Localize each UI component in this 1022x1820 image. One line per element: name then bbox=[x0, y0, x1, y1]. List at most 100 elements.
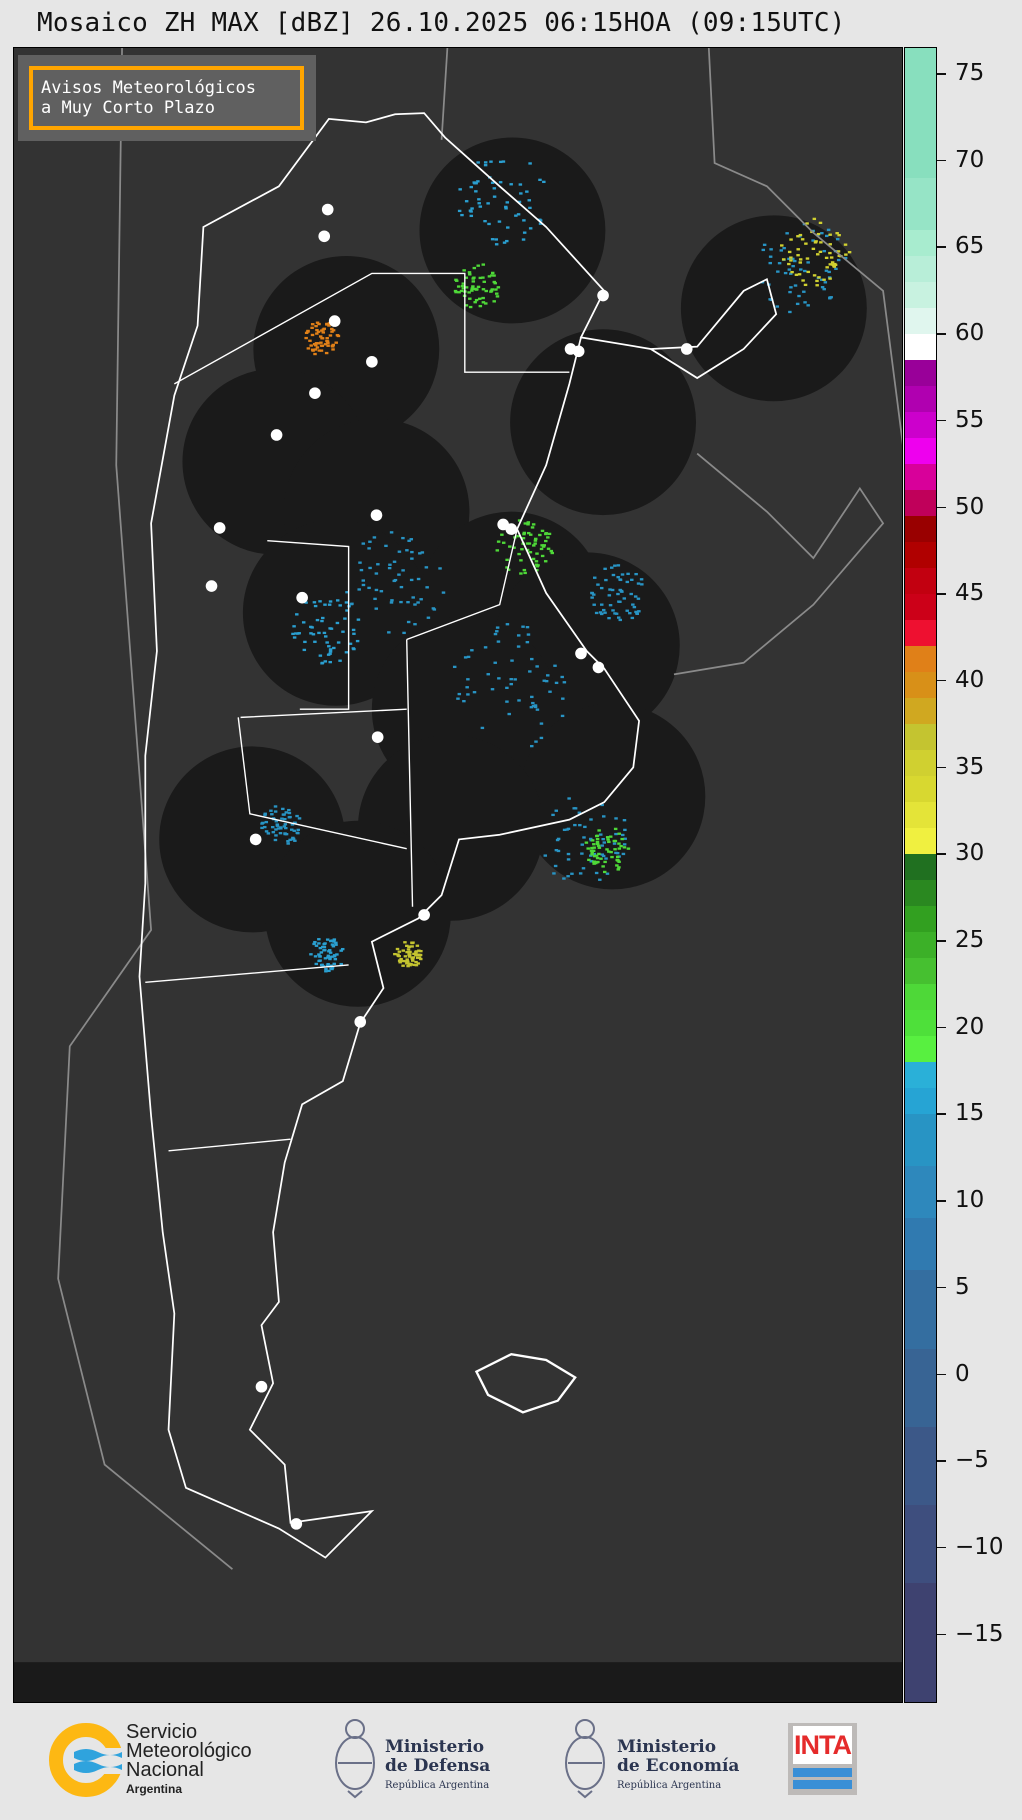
radar-echo bbox=[312, 601, 317, 604]
radar-echo bbox=[323, 660, 328, 663]
radar-echo bbox=[332, 646, 336, 650]
radar-echo bbox=[787, 268, 792, 271]
radar-echo bbox=[580, 852, 584, 855]
radar-echo bbox=[805, 222, 809, 225]
radar-echo bbox=[548, 690, 552, 693]
radar-echo bbox=[343, 617, 347, 620]
radar-echo bbox=[480, 726, 485, 730]
radar-echo bbox=[597, 829, 601, 832]
radar-echo bbox=[303, 640, 307, 644]
radar-echo bbox=[789, 256, 793, 259]
radar-echo bbox=[405, 962, 409, 965]
radar-echo bbox=[482, 280, 486, 283]
radar-echo bbox=[566, 875, 570, 878]
radar-echo bbox=[473, 287, 477, 291]
radar-echo bbox=[322, 631, 327, 635]
radar-echo bbox=[522, 219, 526, 222]
radar-echo bbox=[489, 160, 493, 163]
radar-echo bbox=[815, 279, 819, 283]
radar-echo bbox=[830, 261, 835, 264]
colorbar-tick bbox=[937, 246, 946, 248]
colorbar-band bbox=[905, 802, 936, 829]
radar-echo bbox=[313, 955, 318, 958]
radar-echo bbox=[589, 859, 594, 863]
radar-echo bbox=[520, 548, 524, 551]
radar-echo bbox=[780, 244, 784, 247]
radar-echo bbox=[535, 665, 539, 668]
radar-site-dot bbox=[296, 591, 308, 604]
radar-echo bbox=[270, 813, 274, 816]
radar-echo bbox=[777, 262, 782, 265]
radar-echo bbox=[494, 243, 499, 246]
radar-echo bbox=[349, 602, 354, 606]
radar-site-dot bbox=[321, 203, 334, 216]
radar-echo bbox=[787, 262, 791, 266]
radar-echo bbox=[264, 830, 269, 833]
colorbar-tick bbox=[937, 1373, 946, 1376]
radar-echo bbox=[836, 258, 841, 262]
radar-echo bbox=[359, 568, 364, 572]
radar-echo bbox=[535, 568, 539, 572]
radar-echo bbox=[280, 817, 284, 820]
radar-echo bbox=[595, 842, 600, 846]
radar-echo bbox=[317, 953, 321, 956]
radar-echo bbox=[452, 665, 457, 669]
radar-echo bbox=[318, 959, 322, 962]
colorbar-band bbox=[905, 724, 936, 751]
map-title: Mosaico ZH MAX [dBZ] 26.10.2025 06:15HOA… bbox=[37, 8, 846, 38]
radar-echo bbox=[324, 967, 328, 971]
radar-echo bbox=[762, 243, 767, 246]
radar-echo bbox=[828, 263, 833, 266]
radar-echo bbox=[415, 944, 420, 947]
radar-echo bbox=[590, 596, 594, 599]
radar-echo bbox=[407, 539, 411, 542]
radar-echo bbox=[516, 535, 520, 538]
radar-echo bbox=[805, 257, 810, 260]
radar-echo bbox=[525, 626, 530, 629]
radar-echo bbox=[540, 529, 545, 533]
radar-echo bbox=[788, 310, 792, 314]
radar-echo bbox=[295, 613, 299, 616]
radar-echo bbox=[432, 608, 437, 611]
radar-echo bbox=[286, 842, 290, 845]
radar-echo bbox=[361, 579, 366, 582]
radar-echo bbox=[528, 206, 532, 210]
radar-echo bbox=[523, 522, 528, 525]
radar-echo bbox=[320, 337, 325, 340]
radar-echo bbox=[407, 962, 411, 965]
radar-echo bbox=[306, 347, 311, 350]
colorbar-band bbox=[905, 1166, 936, 1219]
radar-echo bbox=[816, 232, 821, 236]
radar-echo bbox=[803, 269, 807, 273]
radar-echo bbox=[282, 813, 286, 816]
colorbar-tick-label: 50 bbox=[955, 493, 985, 520]
radar-echo bbox=[294, 632, 298, 635]
smn-logo-text: Servicio Meteorológico Nacional Argentin… bbox=[126, 1722, 252, 1799]
radar-echo bbox=[460, 284, 465, 288]
colorbar-tick-label: 40 bbox=[955, 666, 985, 693]
radar-coverage-circle bbox=[419, 137, 606, 324]
radar-echo bbox=[828, 277, 832, 280]
radar-echo bbox=[368, 566, 372, 570]
radar-echo bbox=[822, 288, 826, 291]
colorbar-tick bbox=[937, 333, 946, 335]
radar-echo bbox=[533, 704, 538, 707]
radar-echo bbox=[318, 335, 323, 338]
radar-echo bbox=[592, 852, 597, 856]
radar-echo bbox=[416, 962, 420, 965]
radar-echo bbox=[290, 823, 295, 826]
radar-echo bbox=[327, 645, 331, 648]
colorbar-tick bbox=[937, 593, 946, 595]
radar-echo bbox=[481, 288, 486, 291]
colorbar-tick-label: 5 bbox=[955, 1273, 970, 1300]
no-data-strip bbox=[14, 1662, 902, 1702]
colorbar-tick bbox=[937, 1113, 946, 1115]
radar-echo bbox=[352, 647, 356, 651]
radar-echo bbox=[318, 955, 322, 958]
radar-echo bbox=[402, 631, 406, 635]
radar-echo bbox=[323, 957, 328, 960]
radar-echo bbox=[820, 278, 824, 281]
radar-echo bbox=[470, 289, 474, 292]
radar-echo bbox=[617, 832, 621, 835]
radar-echo bbox=[498, 181, 503, 184]
